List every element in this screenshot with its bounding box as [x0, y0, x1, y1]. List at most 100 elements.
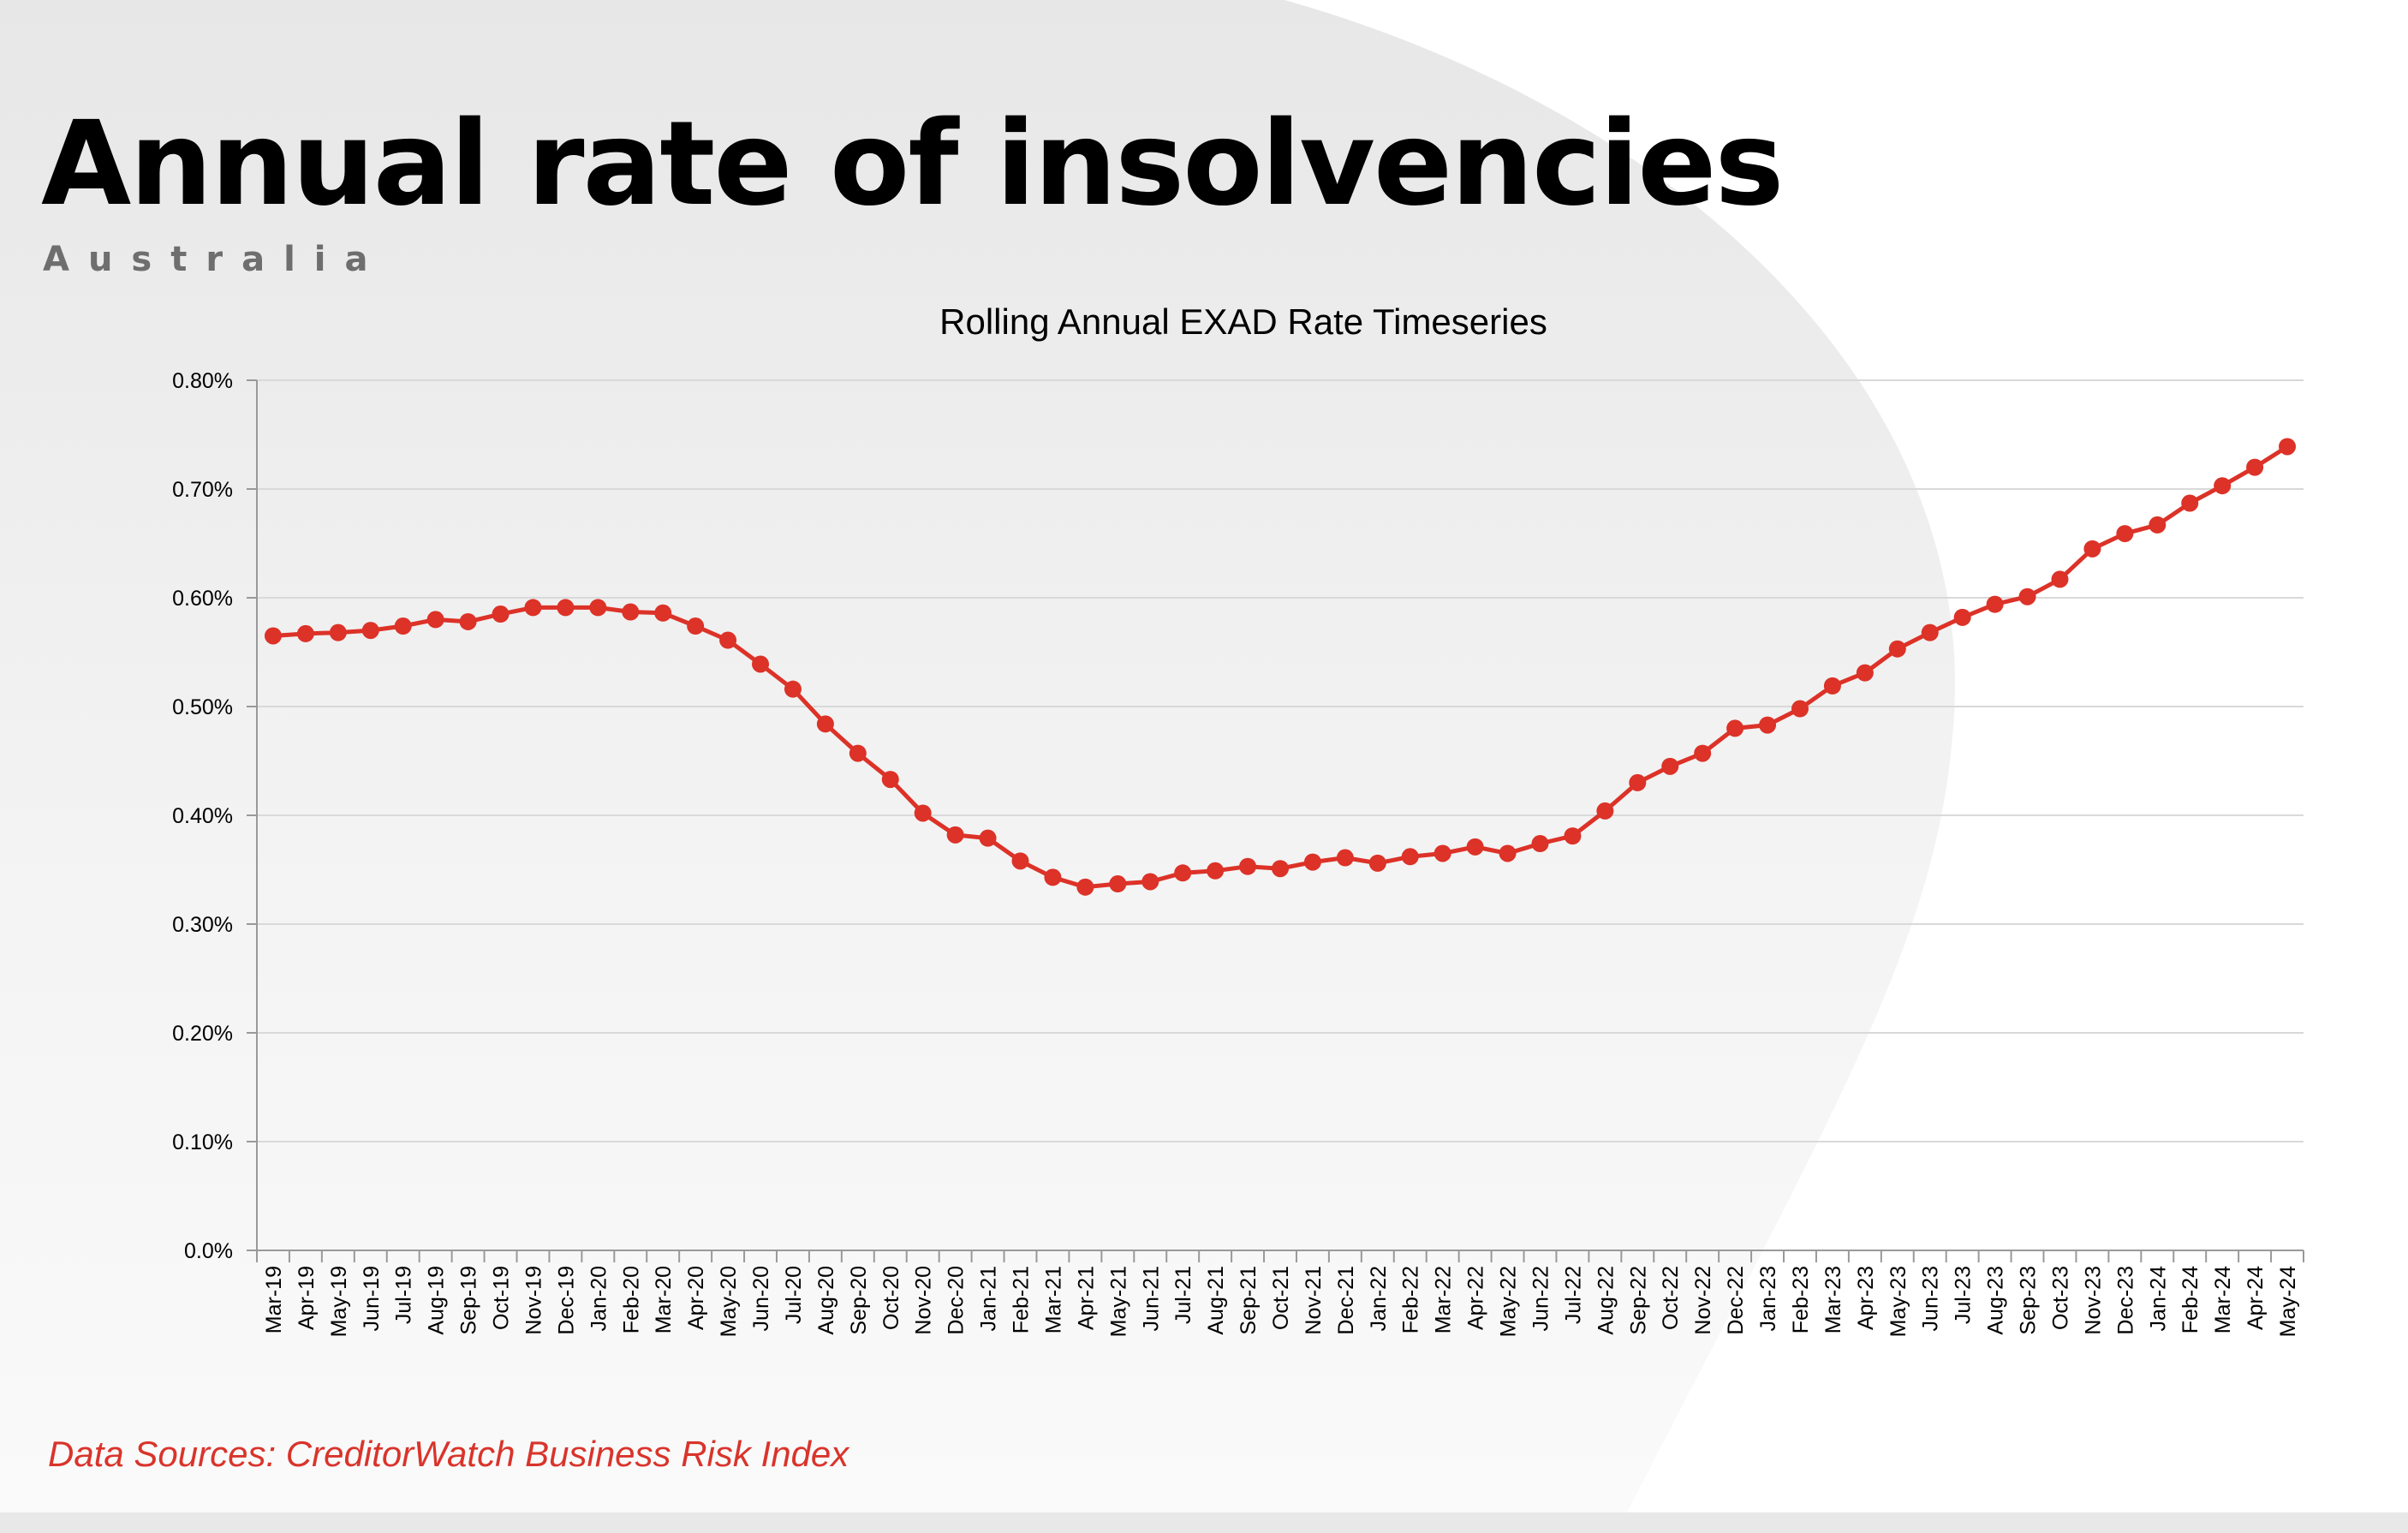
- data-point: [264, 627, 282, 645]
- data-point: [1207, 862, 1225, 880]
- x-tick-label: Oct-21: [1269, 1266, 1293, 1330]
- x-tick-label: Mar-23: [1821, 1266, 1845, 1333]
- data-point: [2279, 438, 2297, 456]
- x-tick-label: Apr-21: [1074, 1266, 1098, 1330]
- data-point: [654, 604, 672, 622]
- x-tick-label: Sep-19: [457, 1266, 481, 1335]
- data-point: [492, 605, 510, 623]
- data-point: [394, 617, 412, 635]
- x-tick-label: Jan-20: [587, 1266, 611, 1331]
- series-path: [272, 444, 2289, 890]
- x-tick-label: Aug-20: [814, 1266, 838, 1335]
- data-point: [557, 599, 575, 617]
- y-tick-label: 0.20%: [172, 1022, 233, 1046]
- x-tick-label: Jul-23: [1952, 1266, 1976, 1324]
- x-tick-label: Apr-24: [2244, 1266, 2268, 1330]
- x-tick-label: Mar-21: [1041, 1266, 1065, 1333]
- data-point: [914, 804, 932, 822]
- data-point: [1272, 860, 1289, 878]
- x-tick-label: Jun-21: [1139, 1266, 1163, 1331]
- data-point: [524, 599, 542, 617]
- y-axis-ticks: 0.0% 0.10% 0.20% 0.30% 0.40% 0.50% 0.60% 0.70% 0…: [172, 369, 257, 1263]
- series-line: [264, 438, 2297, 896]
- x-tick-label: Feb-22: [1399, 1266, 1423, 1333]
- data-point: [1174, 864, 1192, 882]
- x-tick-label: Dec-22: [1724, 1266, 1748, 1335]
- data-point: [1823, 677, 1841, 695]
- data-point: [1466, 838, 1484, 856]
- x-tick-label: Apr-22: [1464, 1266, 1488, 1330]
- data-point: [1564, 827, 1582, 845]
- data-point: [1499, 844, 1517, 862]
- y-tick-label: 0.10%: [172, 1130, 233, 1154]
- data-point: [719, 631, 737, 649]
- data-point: [1433, 844, 1451, 862]
- data-point: [426, 611, 444, 629]
- data-point: [2083, 540, 2101, 558]
- data-point: [2214, 477, 2232, 495]
- x-tick-label: Oct-22: [1659, 1266, 1683, 1330]
- x-tick-label: Oct-23: [2048, 1266, 2072, 1330]
- data-point: [2246, 458, 2264, 476]
- x-tick-label: May-23: [1886, 1266, 1910, 1337]
- x-tick-label: Aug-21: [1204, 1266, 1228, 1335]
- x-tick-label: Apr-20: [684, 1266, 708, 1330]
- data-point: [1596, 802, 1614, 820]
- x-tick-label: Aug-23: [1984, 1266, 2008, 1335]
- data-point: [784, 680, 802, 698]
- x-tick-label: Apr-19: [295, 1266, 319, 1330]
- data-point: [752, 655, 770, 673]
- x-tick-label: Nov-23: [2081, 1266, 2105, 1335]
- y-tick-label: 0.70%: [172, 478, 233, 502]
- data-point: [1368, 854, 1386, 872]
- page-subtitle: Australia: [43, 240, 387, 279]
- x-tick-label: Dec-19: [554, 1266, 578, 1335]
- x-tick-label: Dec-23: [2113, 1266, 2137, 1335]
- data-point: [1694, 744, 1712, 762]
- x-tick-label: Oct-20: [879, 1266, 903, 1330]
- x-tick-label: Jun-22: [1529, 1266, 1553, 1331]
- data-point: [2149, 516, 2167, 534]
- chart-title: Rolling Annual EXAD Rate Timeseries: [939, 301, 1547, 342]
- data-point: [1888, 640, 1906, 658]
- data-source-note: Data Sources: CreditorWatch Business Ris…: [48, 1434, 849, 1474]
- x-tick-label: Sep-23: [2017, 1266, 2041, 1335]
- axes: [256, 380, 2304, 1251]
- x-tick-label: Dec-20: [945, 1266, 969, 1335]
- data-point: [622, 603, 640, 621]
- data-point: [1303, 853, 1321, 871]
- data-point: [1661, 757, 1679, 775]
- data-point: [1726, 719, 1744, 737]
- gridlines: [257, 379, 2304, 1142]
- x-tick-label: Jan-23: [1756, 1266, 1780, 1331]
- x-tick-label: Feb-21: [1010, 1266, 1034, 1333]
- x-tick-label: Sep-20: [847, 1266, 871, 1335]
- x-tick-label: Mar-22: [1432, 1266, 1456, 1333]
- data-point: [459, 612, 477, 630]
- x-tick-label: Jan-22: [1367, 1266, 1391, 1331]
- x-tick-label: Sep-22: [1626, 1266, 1650, 1335]
- x-tick-label: Jun-23: [1919, 1266, 1943, 1331]
- data-point: [2051, 570, 2069, 588]
- x-tick-label: Jul-21: [1171, 1266, 1195, 1324]
- data-point: [1044, 868, 1062, 886]
- data-point: [1986, 595, 2004, 613]
- x-tick-label: Jul-19: [392, 1266, 416, 1324]
- data-point: [1076, 878, 1094, 896]
- data-point: [296, 624, 314, 642]
- x-tick-label: Jan-21: [977, 1266, 1001, 1331]
- data-point: [1336, 849, 1354, 867]
- data-point: [1759, 716, 1777, 734]
- x-tick-label: Feb-23: [1789, 1266, 1813, 1333]
- x-tick-label: May-20: [717, 1266, 741, 1337]
- x-tick-label: Aug-22: [1594, 1266, 1618, 1335]
- data-point: [687, 617, 705, 635]
- x-tick-label: May-22: [1497, 1266, 1521, 1337]
- x-tick-label: Nov-20: [912, 1266, 936, 1335]
- data-point: [849, 744, 867, 762]
- data-point: [1921, 623, 1939, 641]
- data-point: [2116, 525, 2134, 543]
- x-tick-label: Feb-20: [619, 1266, 643, 1333]
